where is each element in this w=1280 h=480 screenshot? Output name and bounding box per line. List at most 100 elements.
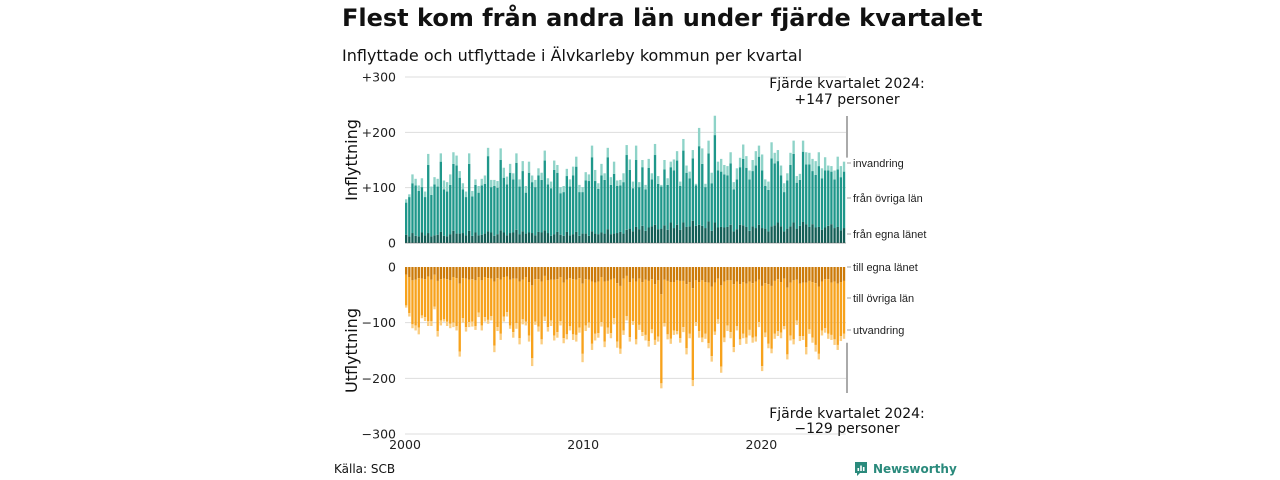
bar-in-1 bbox=[751, 171, 754, 227]
bar-out-0 bbox=[420, 267, 424, 279]
bar-in-1 bbox=[496, 187, 499, 235]
bar-in-0 bbox=[720, 226, 723, 243]
bar-in-2 bbox=[480, 178, 483, 186]
bar-out-0 bbox=[707, 267, 710, 283]
bar-out-2 bbox=[565, 334, 568, 340]
bar-out-0 bbox=[483, 267, 487, 278]
bar-out-2 bbox=[675, 331, 679, 335]
bar-out-1 bbox=[521, 279, 524, 320]
bar-in-2 bbox=[587, 174, 591, 182]
bar-out-1 bbox=[546, 280, 550, 328]
bar-out-2 bbox=[650, 329, 654, 334]
bar-in-1 bbox=[707, 153, 710, 222]
bar-out-2 bbox=[666, 334, 669, 340]
chart-title: Flest kom från andra län under fjärde kv… bbox=[342, 4, 983, 32]
bar-in-2 bbox=[675, 151, 679, 161]
bar-out-1 bbox=[524, 277, 528, 322]
bar-in-2 bbox=[697, 127, 701, 147]
bar-out-2 bbox=[798, 336, 802, 342]
bar-out-2 bbox=[814, 344, 817, 352]
bar-out-1 bbox=[691, 288, 694, 380]
bar-out-0 bbox=[571, 267, 575, 280]
bar-out-2 bbox=[697, 331, 701, 338]
bar-out-0 bbox=[549, 267, 553, 280]
y-tick-label: 0 bbox=[388, 260, 396, 275]
bar-out-2 bbox=[839, 336, 843, 342]
bar-out-2 bbox=[647, 341, 650, 347]
bar-out-0 bbox=[805, 267, 808, 283]
bar-in-1 bbox=[713, 135, 717, 223]
bar-out-0 bbox=[553, 267, 556, 280]
bar-out-0 bbox=[638, 267, 641, 279]
bar-out-0 bbox=[575, 267, 578, 280]
bar-out-0 bbox=[764, 267, 767, 284]
bar-in-2 bbox=[458, 171, 461, 178]
bar-out-2 bbox=[694, 322, 698, 327]
bar-out-1 bbox=[827, 279, 830, 334]
bar-in-0 bbox=[707, 221, 710, 243]
bar-out-1 bbox=[738, 284, 742, 340]
bar-in-0 bbox=[666, 229, 669, 243]
bar-in-0 bbox=[502, 232, 505, 243]
bar-in-2 bbox=[647, 158, 650, 168]
bar-out-1 bbox=[499, 279, 502, 334]
bar-out-1 bbox=[745, 283, 748, 338]
bar-out-2 bbox=[571, 334, 575, 340]
bar-in-0 bbox=[760, 228, 764, 243]
bar-in-0 bbox=[477, 235, 480, 243]
bar-in-2 bbox=[527, 161, 531, 173]
bar-out-1 bbox=[682, 280, 685, 328]
bar-in-2 bbox=[773, 152, 776, 164]
bar-in-2 bbox=[534, 179, 537, 188]
bar-in-0 bbox=[474, 232, 477, 243]
bar-in-1 bbox=[764, 186, 767, 229]
bar-in-0 bbox=[682, 222, 685, 243]
bar-in-1 bbox=[729, 163, 732, 225]
bar-out-0 bbox=[562, 267, 565, 283]
bar-in-1 bbox=[776, 161, 780, 223]
bar-out-1 bbox=[537, 279, 540, 327]
bar-out-0 bbox=[524, 267, 528, 278]
bar-in-1 bbox=[710, 183, 713, 231]
bar-out-2 bbox=[534, 321, 537, 325]
bar-in-0 bbox=[716, 227, 720, 243]
bar-in-1 bbox=[515, 162, 518, 230]
bar-in-0 bbox=[669, 222, 672, 243]
bar-out-2 bbox=[628, 337, 631, 342]
series-label-out-1: till övriga län bbox=[853, 293, 914, 305]
bar-in-0 bbox=[625, 229, 628, 243]
bar-out-1 bbox=[553, 279, 556, 336]
bar-in-1 bbox=[549, 188, 553, 236]
bar-in-2 bbox=[584, 172, 587, 181]
bar-out-1 bbox=[559, 277, 562, 321]
bar-in-0 bbox=[757, 224, 761, 243]
bar-in-0 bbox=[486, 231, 490, 243]
bar-in-2 bbox=[594, 169, 597, 182]
bar-in-1 bbox=[833, 179, 836, 229]
bar-in-1 bbox=[587, 181, 591, 236]
bar-out-2 bbox=[590, 343, 594, 350]
bar-in-1 bbox=[839, 177, 843, 231]
bar-in-0 bbox=[414, 235, 417, 243]
bar-in-0 bbox=[754, 228, 757, 243]
bar-in-2 bbox=[817, 152, 820, 167]
bar-in-2 bbox=[792, 140, 795, 154]
bar-out-0 bbox=[512, 267, 515, 279]
bar-out-0 bbox=[757, 267, 761, 280]
bar-in-0 bbox=[449, 234, 452, 243]
bar-out-0 bbox=[801, 267, 805, 283]
bar-out-2 bbox=[609, 333, 613, 339]
bar-in-0 bbox=[515, 229, 518, 243]
bar-out-1 bbox=[660, 294, 663, 384]
bar-out-1 bbox=[726, 280, 729, 326]
bar-in-2 bbox=[590, 145, 594, 158]
bar-in-2 bbox=[423, 191, 427, 198]
bar-out-1 bbox=[811, 282, 814, 338]
bar-out-0 bbox=[430, 267, 433, 280]
bar-out-0 bbox=[568, 267, 572, 279]
bar-in-1 bbox=[594, 181, 597, 234]
bar-out-0 bbox=[518, 267, 521, 282]
bar-in-1 bbox=[754, 165, 757, 229]
bar-in-2 bbox=[553, 160, 556, 170]
bar-in-0 bbox=[773, 225, 776, 243]
